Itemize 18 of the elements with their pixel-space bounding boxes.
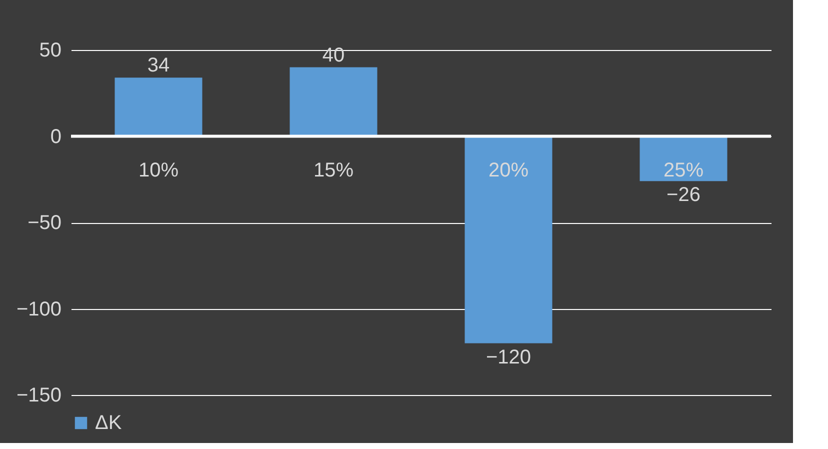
legend-label: ΔK xyxy=(95,412,122,434)
y-tick-label: −150 xyxy=(16,384,62,406)
x-tick-label: 10% xyxy=(138,159,179,182)
y-tick-label: 0 xyxy=(50,126,62,148)
bar xyxy=(464,136,552,344)
bar xyxy=(640,136,728,182)
y-tick-label: 50 xyxy=(39,40,62,62)
data-label: 40 xyxy=(322,44,345,66)
bar xyxy=(114,78,202,136)
bar xyxy=(290,67,378,136)
y-tick-label: −100 xyxy=(16,298,62,320)
y-tick-label: −50 xyxy=(28,212,62,234)
data-label: −26 xyxy=(666,184,700,206)
x-tick-label: 20% xyxy=(488,159,529,182)
x-tick-label: 25% xyxy=(663,159,704,182)
x-tick-label: 15% xyxy=(313,159,354,182)
data-label: 34 xyxy=(147,54,170,77)
data-label: −120 xyxy=(486,346,532,368)
